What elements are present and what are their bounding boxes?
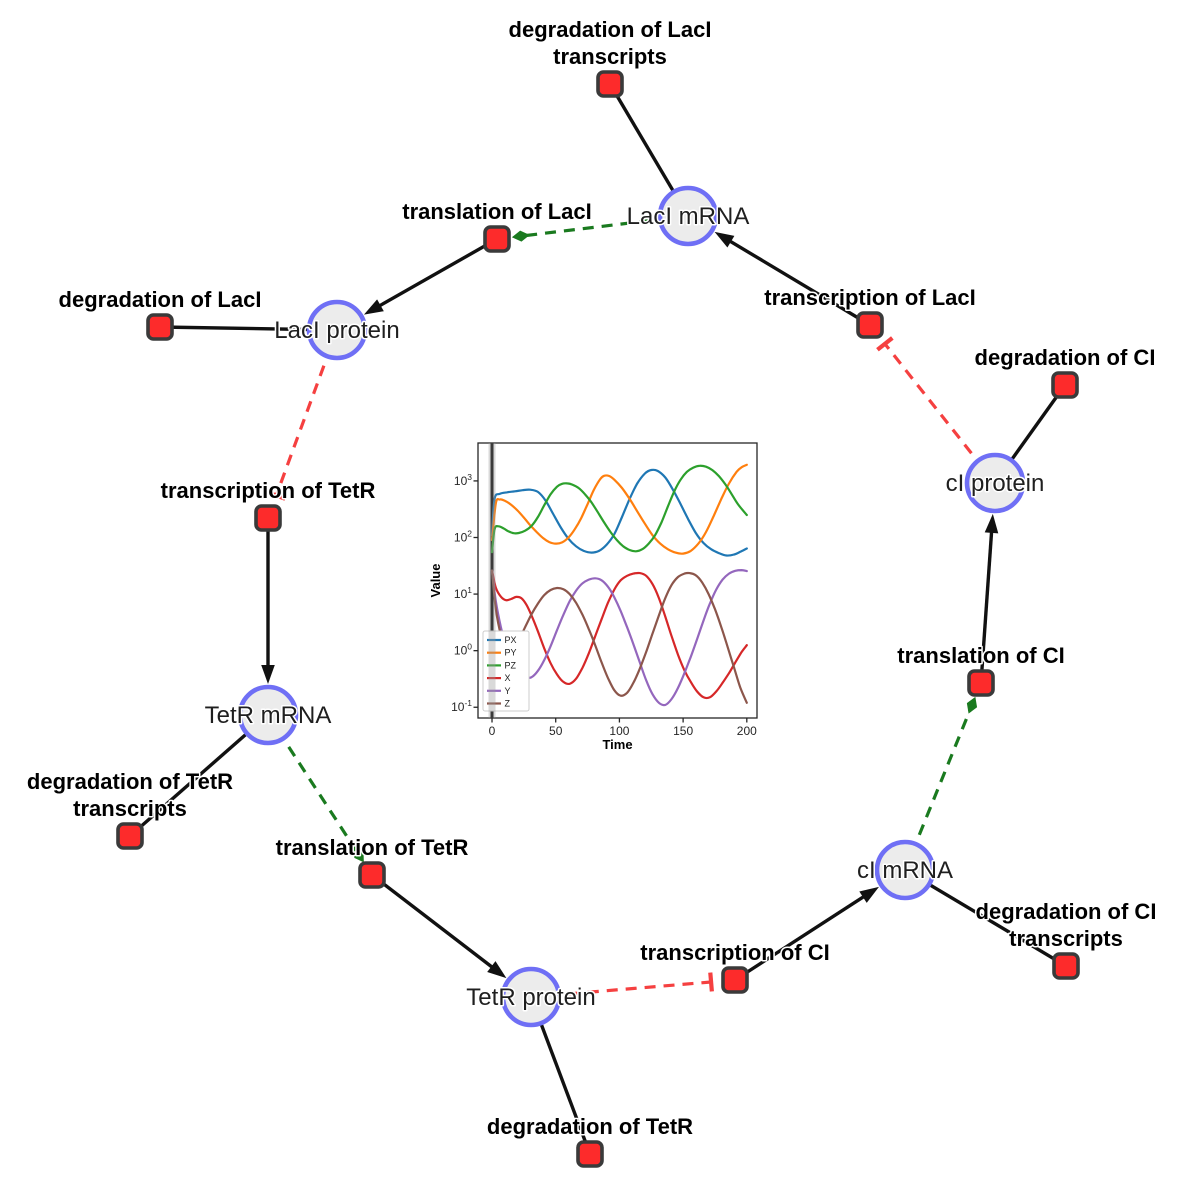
reaction-node-translation-laci[interactable] (483, 225, 511, 253)
chart-line-Z (490, 569, 748, 704)
x-tick-label: 50 (549, 724, 563, 738)
chart-line-PZ (490, 464, 748, 554)
reaction-label-transcription-laci: transcription of LacI (764, 285, 975, 310)
species-label-tetr-mrna: TetR mRNA (205, 702, 332, 729)
x-tick-label: 200 (737, 724, 757, 738)
x-axis-label: Time (602, 737, 632, 752)
species-node-ci-protein[interactable] (964, 452, 1026, 514)
x-tick-label: 150 (673, 724, 693, 738)
species-node-tetr-mrna[interactable] (237, 684, 299, 746)
legend-label-PY: PY (505, 648, 517, 658)
chart-line-PX (490, 468, 748, 557)
reaction-label-deg-tetr: degradation of TetR (487, 1114, 693, 1139)
edge-translation-tetr-to-tetr-protein (370, 873, 507, 979)
edge-transcription-tetr-to-tetr-mrna (261, 518, 275, 684)
reaction-label-deg-ci: degradation of CI (975, 345, 1156, 370)
reaction-node-transcription-ci[interactable] (721, 966, 749, 994)
reaction-label-deg-ci-transcripts: degradation of CI (976, 899, 1157, 924)
species-label-laci-mrna: LacI mRNA (627, 203, 750, 230)
reaction-label-deg-laci-transcripts: degradation of LacI (509, 17, 712, 42)
x-tick-label: 0 (489, 724, 496, 738)
chart-line-Y (490, 569, 748, 707)
reaction-node-translation-ci[interactable] (967, 669, 995, 697)
species-node-tetr-protein[interactable] (500, 966, 562, 1028)
reaction-node-deg-tetr[interactable] (576, 1140, 604, 1168)
species-label-tetr-protein: TetR protein (466, 984, 595, 1011)
reaction-label-transcription-tetr: transcription of TetR (161, 478, 376, 503)
legend-label-X: X (505, 673, 511, 683)
reaction-label-deg-laci: degradation of LacI (59, 287, 262, 312)
species-node-laci-protein[interactable] (306, 299, 368, 361)
legend-label-Y: Y (505, 686, 511, 696)
reaction-label-deg-tetr-transcripts: degradation of TetR (27, 769, 233, 794)
reaction-node-translation-tetr[interactable] (358, 861, 386, 889)
reaction-label-deg-tetr-transcripts: transcripts (73, 796, 187, 821)
y-axis-label: Value (428, 564, 443, 598)
edge-transcription-ci-to-ci-mrna (734, 886, 879, 982)
reaction-label-deg-laci-transcripts: transcripts (553, 44, 667, 69)
legend-label-PX: PX (505, 635, 517, 645)
species-node-ci-mrna[interactable] (874, 839, 936, 901)
y-tick-label: 102 (454, 528, 472, 544)
time-zero-band (488, 443, 496, 718)
species-label-ci-mrna: cI mRNA (857, 857, 953, 884)
reaction-node-transcription-tetr[interactable] (254, 504, 282, 532)
edge-ci-mrna-to-deg-ci-transcripts (904, 868, 1067, 968)
reaction-node-deg-tetr-transcripts[interactable] (116, 822, 144, 850)
legend-label-Z: Z (505, 699, 511, 709)
reaction-label-transcription-ci: transcription of CI (640, 940, 829, 965)
reaction-node-transcription-laci[interactable] (856, 311, 884, 339)
reaction-node-deg-laci-transcripts[interactable] (596, 70, 624, 98)
y-tick-label: 100 (454, 642, 472, 658)
y-tick-label: 10-1 (451, 698, 472, 714)
species-node-laci-mrna[interactable] (657, 185, 719, 247)
reaction-node-deg-ci[interactable] (1051, 371, 1079, 399)
edge-tetr-protein-to-transcription-ci (530, 972, 714, 999)
legend-label-PZ: PZ (505, 660, 517, 670)
reaction-label-translation-ci: translation of CI (897, 643, 1064, 668)
chart-legend: PX PY PZ XYZ (482, 630, 530, 712)
edge-translation-ci-to-ci-protein (979, 513, 999, 684)
y-tick-label: 101 (454, 585, 472, 601)
edge-transcription-laci-to-laci-mrna (714, 231, 871, 327)
chart-line-X (490, 569, 748, 700)
species-label-laci-protein: LacI protein (274, 317, 399, 344)
reaction-node-deg-laci[interactable] (146, 313, 174, 341)
reaction-label-translation-tetr: translation of TetR (276, 835, 469, 860)
reaction-node-deg-ci-transcripts[interactable] (1052, 952, 1080, 980)
edge-tetr-mrna-to-deg-tetr-transcripts (128, 713, 270, 838)
chart-line-PY (490, 463, 748, 555)
simulation-plot: 0 50 100 150 20010310210110010-1TimeValuePXP… (428, 435, 782, 767)
reaction-label-deg-ci-transcripts: transcripts (1009, 926, 1123, 951)
reaction-label-translation-laci: translation of LacI (402, 199, 591, 224)
y-tick-label: 103 (454, 472, 472, 488)
x-tick-label: 100 (609, 724, 629, 738)
edge-translation-laci-to-laci-protein (363, 237, 498, 315)
species-label-ci-protein: cI protein (946, 470, 1045, 497)
